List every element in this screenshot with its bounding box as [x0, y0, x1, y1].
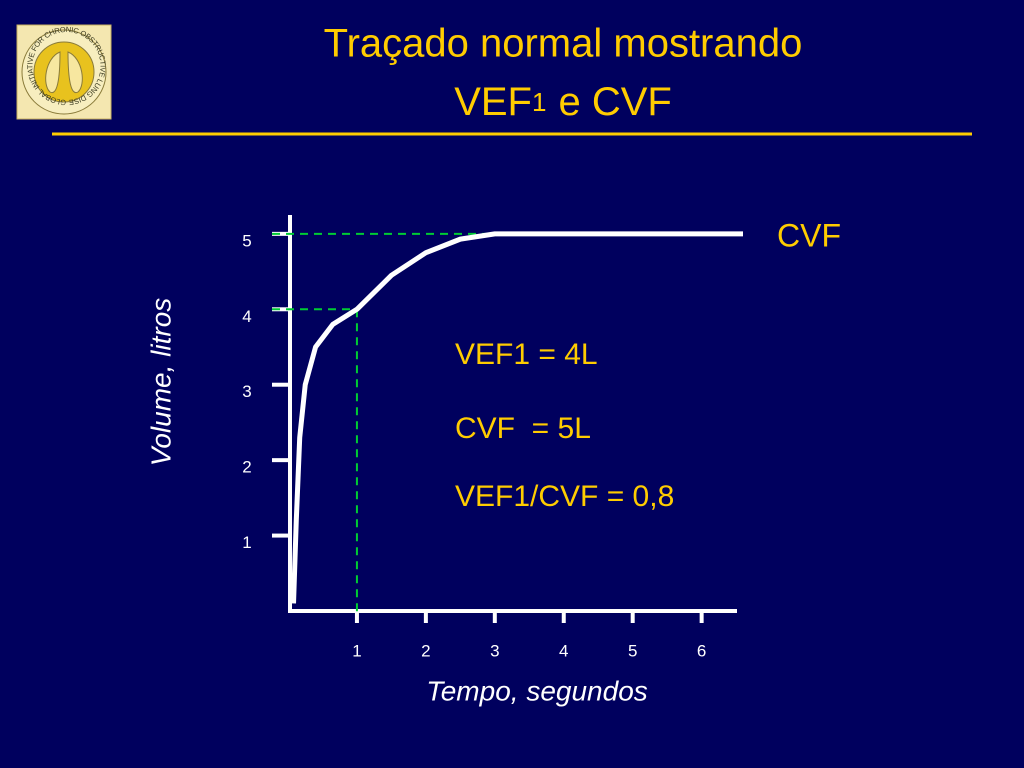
x-tick-label: 5: [628, 641, 637, 660]
logo: GLOBAL INITIATIVE FOR CHRONIC OBSTRUCTIV…: [0, 0, 112, 120]
x-tick-label: 3: [490, 641, 499, 660]
x-tick-label: 1: [352, 641, 361, 660]
annotation: VEF1 = 4L: [455, 338, 598, 371]
annotation: CVF = 5L: [455, 412, 591, 445]
title-line-2: VEF1 e CVF: [454, 80, 672, 124]
x-tick-label: 2: [421, 641, 430, 660]
y-tick-label: 2: [242, 458, 251, 477]
y-tick-label: 1: [242, 533, 251, 552]
y-tick-label: 3: [242, 382, 251, 401]
x-tick-label: 6: [697, 641, 706, 660]
annotation: VEF1/CVF = 0,8: [455, 480, 674, 513]
title-subscript: 1: [532, 87, 546, 117]
title-rest: e CVF: [558, 80, 671, 124]
x-axis-label: Tempo, segundos: [426, 675, 648, 706]
title-main: VEF: [454, 80, 532, 124]
series-label: CVF: [777, 217, 841, 253]
x-tick-label: 4: [559, 641, 568, 660]
y-tick-label: 4: [242, 307, 251, 326]
logo-lungs: [45, 51, 83, 94]
y-axis-label: Volume, litros: [145, 298, 176, 467]
title-line-1: Traçado normal mostrando: [324, 22, 803, 66]
y-tick-label: 5: [242, 231, 251, 250]
data-line: [291, 231, 743, 604]
